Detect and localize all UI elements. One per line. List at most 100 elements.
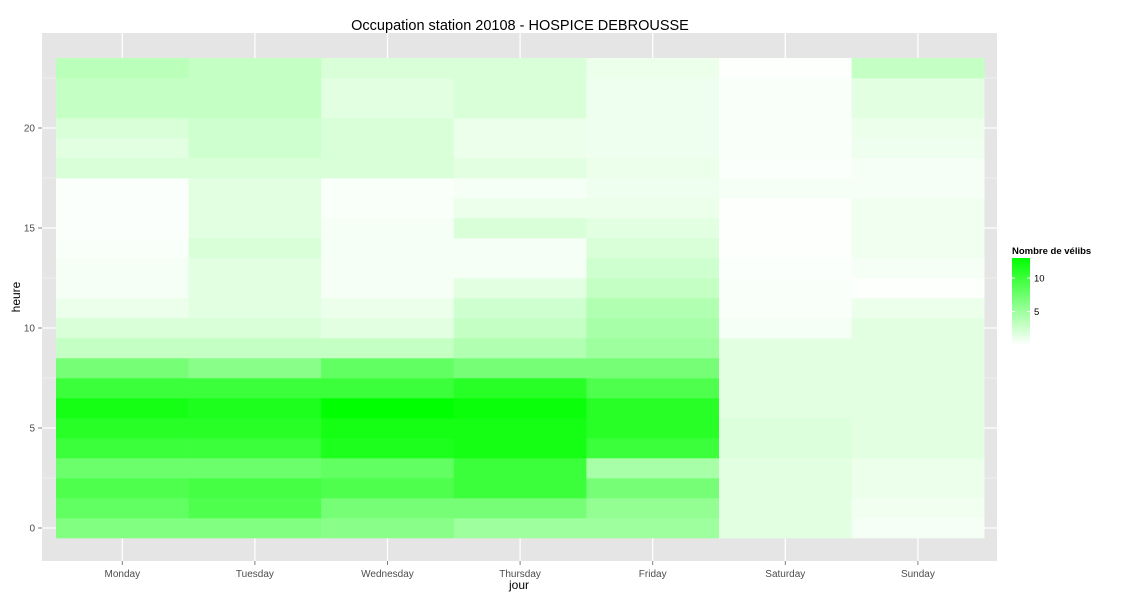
x-axis: Monday Tuesday Wednesday Thursday Friday Satu… (105, 561, 935, 580)
y-tick-label: 0 (29, 524, 35, 535)
heatmap-tile (719, 58, 852, 79)
heatmap-tile (453, 298, 587, 319)
heatmap-tile (719, 438, 852, 459)
heatmap-tile (56, 118, 189, 139)
heatmap-tile (321, 58, 455, 79)
heatmap-tile (321, 258, 455, 279)
heatmap-tile (188, 358, 322, 379)
heatmap-tile (453, 98, 587, 119)
heatmap-tile (56, 378, 189, 399)
heatmap-tile (56, 238, 189, 259)
legend-title: Nombre de vélibs (1012, 246, 1091, 257)
heatmap-tile (453, 238, 587, 259)
heatmap-tile (188, 338, 322, 359)
heatmap-tile (719, 518, 852, 539)
heatmap-tile (453, 158, 587, 179)
heatmap-tile (719, 478, 852, 499)
heatmap-tile (586, 78, 720, 99)
x-axis-title: jour (508, 578, 529, 592)
heatmap-tile (188, 418, 322, 439)
heatmap-tile (56, 358, 189, 379)
heatmap-tile (188, 458, 322, 479)
heatmap-tile (851, 398, 985, 419)
heatmap-tile (719, 358, 852, 379)
heatmap-tile (719, 138, 852, 159)
heatmap-tile (188, 398, 322, 419)
x-tick-label: Friday (639, 569, 667, 580)
heatmap-tile (719, 78, 852, 99)
heatmap-tile (188, 58, 322, 79)
heatmap-tile (188, 238, 322, 259)
heatmap-tile (321, 358, 455, 379)
heatmap-tile (719, 298, 852, 319)
heatmap-tile (56, 418, 189, 439)
heatmap-tile (851, 138, 985, 159)
heatmap-tile (851, 158, 985, 179)
x-tick-label: Tuesday (236, 569, 274, 580)
heatmap-tile (719, 418, 852, 439)
heatmap-tile (56, 338, 189, 359)
heatmap-tile (188, 118, 322, 139)
heatmap-tile (56, 278, 189, 299)
y-tick-label: 20 (24, 124, 36, 135)
heatmap-tile (453, 398, 587, 419)
heatmap-tile (321, 398, 455, 419)
heatmap-tile (56, 478, 189, 499)
heatmap-tile (321, 298, 455, 319)
heatmap-tile (321, 418, 455, 439)
heatmap-tile (851, 178, 985, 199)
heatmap-tile (586, 298, 720, 319)
heatmap-tile (188, 518, 322, 539)
heatmap-tile (719, 398, 852, 419)
heatmap-tile (188, 98, 322, 119)
heatmap-tile (586, 238, 720, 259)
heatmap-tile (586, 198, 720, 219)
heatmap-tile (188, 138, 322, 159)
heatmap-tile (453, 218, 587, 239)
heatmap-tile (719, 198, 852, 219)
heatmap-tile (453, 278, 587, 299)
heatmap-tile (851, 498, 985, 519)
heatmap-tile (586, 418, 720, 439)
heatmap-tile (586, 458, 720, 479)
heatmap-tile (719, 338, 852, 359)
y-tick-label: 5 (29, 424, 35, 435)
x-tick-label: Thursday (499, 569, 541, 580)
heatmap-tile (851, 438, 985, 459)
heatmap-tile (851, 478, 985, 499)
heatmap-tiles (56, 58, 985, 539)
heatmap-tile (56, 398, 189, 419)
heatmap-tile (586, 318, 720, 339)
heatmap-tile (453, 178, 587, 199)
heatmap-tile (586, 118, 720, 139)
heatmap-tile (56, 138, 189, 159)
heatmap-tile (851, 238, 985, 259)
chart-title: Occupation station 20108 - HOSPICE DEBRO… (351, 18, 689, 34)
heatmap-tile (56, 258, 189, 279)
heatmap-tile (586, 398, 720, 419)
heatmap-tile (851, 278, 985, 299)
heatmap-tile (56, 458, 189, 479)
heatmap-tile (719, 178, 852, 199)
heatmap-tile (453, 198, 587, 219)
x-tick-label: Monday (105, 569, 141, 580)
heatmap-tile (321, 238, 455, 259)
heatmap-tile (188, 198, 322, 219)
heatmap-tile (453, 438, 587, 459)
heatmap-tile (453, 338, 587, 359)
heatmap-tile (719, 378, 852, 399)
heatmap-tile (586, 218, 720, 239)
heatmap-tile (188, 278, 322, 299)
heatmap-tile (321, 278, 455, 299)
x-tick-label: Saturday (765, 569, 805, 580)
heatmap-tile (56, 218, 189, 239)
heatmap-tile (453, 378, 587, 399)
heatmap-tile (56, 78, 189, 99)
heatmap-tile (56, 98, 189, 119)
heatmap-tile (321, 138, 455, 159)
heatmap-tile (851, 198, 985, 219)
heatmap-tile (321, 498, 455, 519)
heatmap-tile (851, 98, 985, 119)
heatmap-tile (321, 478, 455, 499)
